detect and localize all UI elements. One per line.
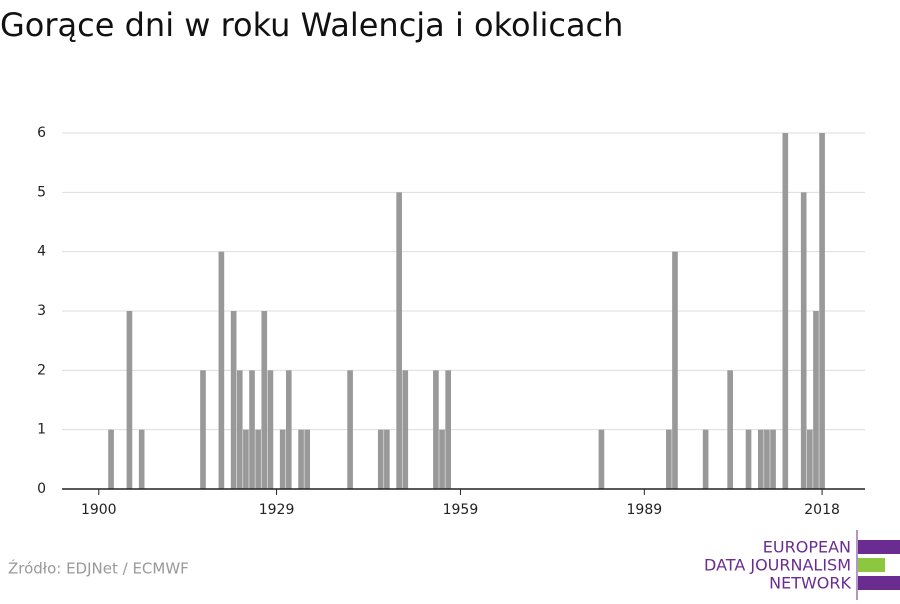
chart-title: Gorące dni w roku Walencja i okolicach [0, 6, 623, 44]
bar [800, 192, 807, 490]
bar [396, 192, 402, 490]
y-tick-label: 4 [37, 244, 46, 260]
bar [727, 370, 733, 489]
bar [236, 370, 243, 489]
bar [402, 370, 409, 489]
bar [819, 133, 825, 489]
x-tick-label: 1959 [443, 502, 479, 518]
bar [200, 370, 206, 489]
bar [782, 133, 789, 489]
bar [702, 429, 709, 489]
bar [285, 370, 292, 489]
bar [433, 370, 439, 489]
y-tick-label: 0 [37, 481, 46, 497]
logo-bar [858, 558, 885, 572]
bar [384, 429, 390, 489]
y-tick-label: 3 [37, 303, 46, 319]
bar [279, 429, 286, 489]
logo-text: EUROPEAN [763, 538, 851, 557]
y-tick-label: 1 [37, 422, 46, 438]
bar [261, 311, 268, 489]
bar [218, 251, 225, 489]
y-tick-label: 2 [37, 362, 46, 378]
y-tick-label: 6 [37, 125, 46, 141]
bar [138, 429, 145, 489]
bar [598, 429, 605, 489]
bar [666, 429, 672, 489]
logo-bar [858, 540, 900, 554]
bar [255, 429, 261, 489]
bar [298, 429, 304, 489]
bar [672, 251, 678, 489]
bar [757, 429, 764, 489]
bar [813, 311, 819, 489]
bar [304, 429, 311, 489]
logo-text: DATA JOURNALISM [704, 556, 851, 575]
bar [108, 429, 114, 489]
bar [243, 429, 249, 489]
bar [439, 429, 445, 489]
logo-bar [858, 576, 900, 590]
logo-text: NETWORK [769, 574, 851, 593]
bar [126, 311, 133, 489]
x-tick-label: 1900 [81, 502, 117, 518]
x-tick-label: 1929 [259, 502, 295, 518]
bar [230, 311, 237, 489]
bar [745, 429, 752, 489]
bar [445, 370, 451, 489]
bar [249, 370, 255, 489]
bar [347, 370, 353, 489]
x-tick-label: 2018 [804, 502, 840, 518]
bar [764, 429, 770, 489]
bar [377, 429, 384, 489]
bar [770, 429, 776, 489]
bar [267, 370, 274, 489]
bar [807, 429, 813, 489]
x-tick-label: 1989 [627, 502, 663, 518]
source: Źródło: EDJNet / ECMWF [8, 559, 189, 578]
y-tick-label: 5 [37, 184, 46, 200]
